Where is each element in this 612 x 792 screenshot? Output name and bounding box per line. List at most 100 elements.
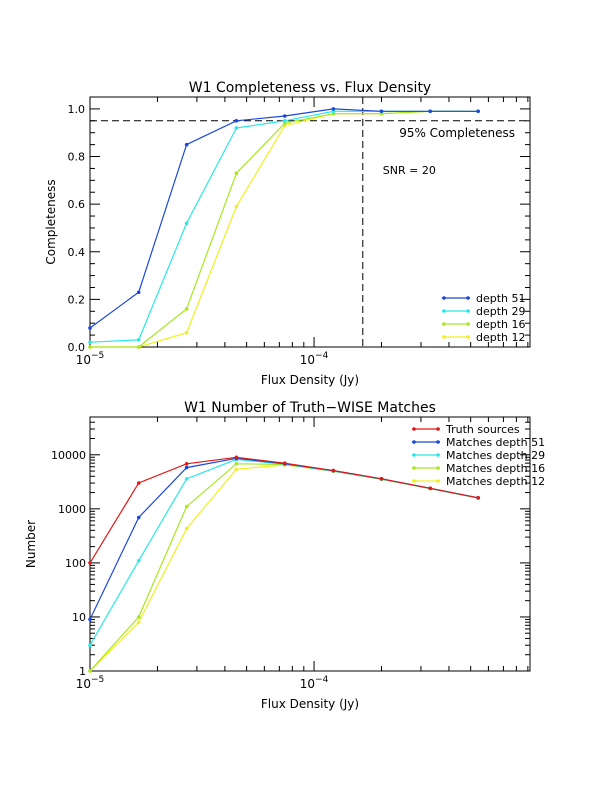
data-point	[476, 109, 480, 114]
legend-swatch-point	[436, 427, 440, 431]
data-point	[476, 496, 480, 500]
data-point	[184, 465, 189, 470]
series-lines	[88, 455, 480, 673]
legend-label: Truth sources	[445, 423, 520, 436]
series-line	[89, 110, 479, 343]
legend-swatch-point	[412, 453, 416, 457]
y-tick-label: 1	[79, 665, 86, 678]
data-point	[428, 109, 433, 114]
legend-swatch-point	[442, 296, 446, 300]
legend-label: depth 51	[476, 292, 526, 305]
y-tick-label: 100	[65, 557, 86, 570]
legend-label: depth 12	[476, 331, 526, 344]
data-point	[184, 526, 189, 531]
legend-swatch-point	[412, 466, 416, 470]
x-tick-label: 10−4	[300, 351, 329, 367]
data-point	[234, 462, 239, 466]
data-point	[234, 119, 239, 123]
y-tick-label: 0.4	[68, 246, 86, 259]
legend-swatch-point	[466, 309, 470, 313]
annotations: 95% Completeness SNR = 20	[90, 97, 530, 347]
completeness-chart: W1 Completeness vs. Flux Density Flux De…	[44, 80, 531, 387]
legend-swatch-point	[436, 479, 440, 483]
y-tick-label: 1.0	[68, 103, 86, 116]
plot-frame	[89, 416, 531, 672]
series-line	[90, 110, 479, 348]
data-point	[136, 558, 141, 563]
data-point	[88, 669, 92, 673]
legend-swatch-point	[436, 440, 440, 444]
series-line	[89, 456, 479, 564]
legend-swatch-point	[466, 335, 470, 339]
plot-frame	[89, 96, 531, 348]
series-lines	[88, 107, 480, 349]
data-point	[184, 476, 189, 481]
data-point	[88, 326, 92, 330]
data-point	[136, 338, 141, 342]
data-point	[282, 461, 287, 465]
data-point	[379, 109, 384, 114]
legend-swatch-point	[412, 440, 416, 444]
data-point	[88, 561, 92, 565]
y-tick-label: 0.8	[68, 151, 86, 164]
snr-label: SNR = 20	[383, 164, 436, 177]
data-point	[234, 455, 239, 460]
series-line	[89, 108, 479, 329]
data-point	[331, 468, 336, 473]
legend-swatch-point	[412, 427, 416, 431]
data-point	[136, 345, 141, 349]
legend-swatch-point	[436, 466, 440, 470]
data-point	[234, 204, 239, 209]
axis-ticks: 10−5 10−4 1 10 100 1000 10000	[51, 416, 530, 691]
data-point	[379, 476, 384, 481]
data-point	[428, 486, 433, 491]
completeness-threshold-label: 95% Completeness	[399, 126, 515, 140]
series-line	[89, 464, 479, 672]
matches-chart: W1 Number of Truth−WISE Matches Flux Den…	[24, 400, 545, 711]
y-axis-label: Completeness	[44, 179, 58, 264]
data-point	[88, 617, 92, 622]
y-tick-label: 0.0	[68, 341, 86, 354]
series-line	[89, 463, 479, 672]
data-point	[136, 481, 141, 485]
data-point	[88, 345, 92, 349]
legend-swatch-point	[466, 322, 470, 326]
y-axis-label: Number	[24, 520, 38, 568]
legend-label: Matches depth 29	[446, 449, 545, 462]
x-tick-label: 10−4	[300, 675, 329, 691]
chart-title: W1 Number of Truth−WISE Matches	[184, 400, 436, 416]
data-point	[282, 114, 287, 118]
data-point	[136, 620, 141, 624]
legend-label: Matches depth 12	[446, 475, 545, 488]
data-point	[184, 307, 189, 311]
y-tick-label: 10	[72, 611, 86, 624]
data-point	[282, 119, 287, 123]
data-point	[234, 126, 239, 130]
data-point	[184, 462, 189, 466]
y-tick-label: 0.2	[68, 293, 86, 306]
x-axis-label: Flux Density (Jy)	[261, 373, 359, 387]
data-point	[184, 142, 189, 147]
legend-label: depth 29	[476, 305, 526, 318]
legend-label: Matches depth 51	[446, 436, 545, 449]
legend-label: Matches depth 16	[446, 462, 545, 475]
legend-swatch-point	[442, 335, 446, 339]
legend-swatch-point	[442, 309, 446, 313]
data-point	[184, 330, 189, 335]
data-point	[88, 643, 92, 648]
chart-title: W1 Completeness vs. Flux Density	[189, 80, 431, 96]
series-line	[90, 110, 479, 348]
y-tick-label: 10000	[51, 449, 86, 462]
y-tick-label: 0.6	[68, 198, 86, 211]
data-point	[88, 340, 92, 345]
axis-ticks: 10−5 10−4 0.0 0.2 0.4 0.6 0.8 1.0	[68, 97, 530, 367]
y-tick-label: 1000	[58, 503, 86, 516]
data-point	[136, 515, 141, 520]
x-tick-label: 10−5	[76, 351, 105, 367]
data-point	[234, 467, 239, 472]
legend-swatch-point	[442, 322, 446, 326]
data-point	[184, 221, 189, 225]
